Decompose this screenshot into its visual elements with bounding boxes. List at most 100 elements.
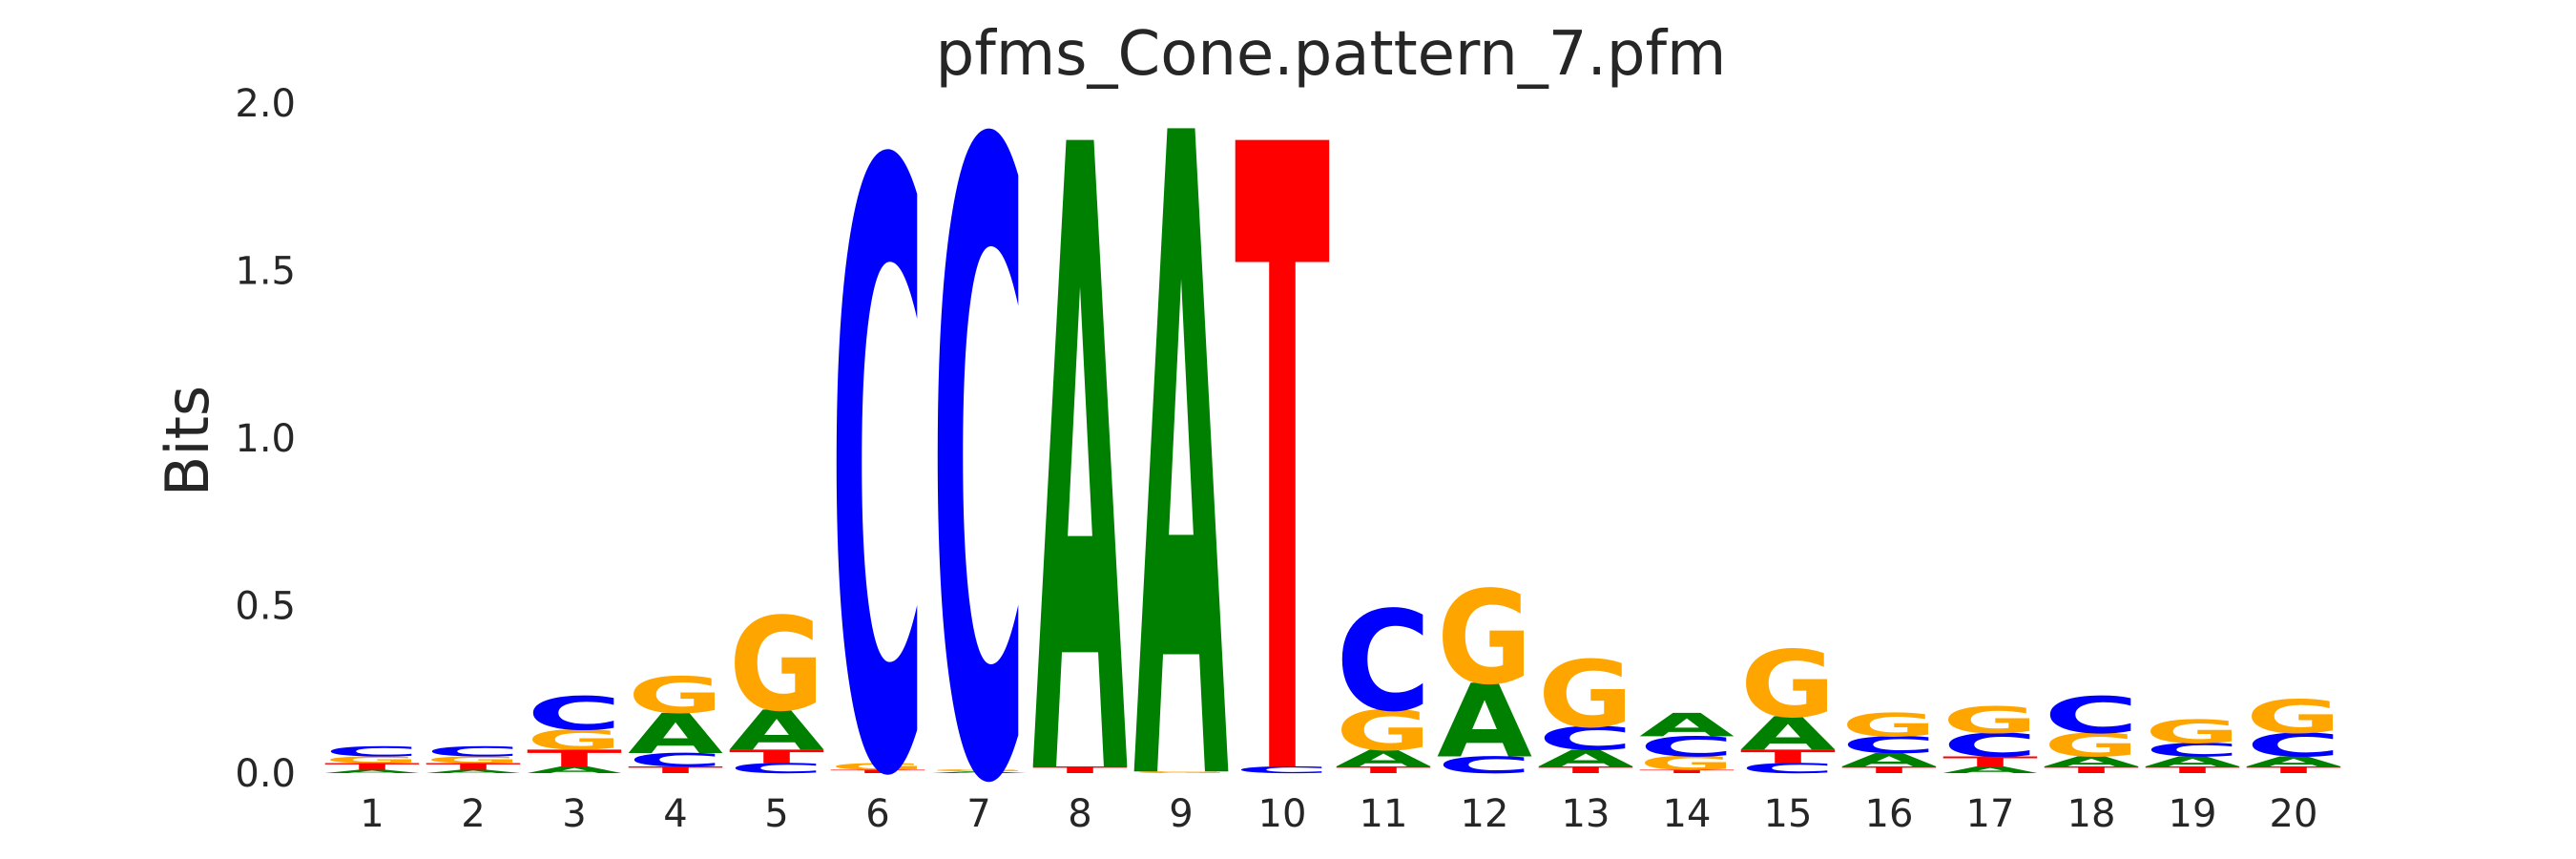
logo-letter-t: T xyxy=(426,762,521,772)
logo-letter-a: A xyxy=(1740,707,1836,761)
logo-letter-a: A xyxy=(1639,706,1735,744)
y-tick-label: 1.5 xyxy=(235,250,296,294)
logo-letter-g: G xyxy=(1336,700,1431,764)
logo-letter-c: C xyxy=(1437,752,1532,779)
logo-letter-g: G xyxy=(2044,727,2139,765)
logo-letter-a: A xyxy=(1942,765,2038,775)
logo-letter-c: C xyxy=(426,744,521,760)
y-tick-label: 0.0 xyxy=(235,752,296,796)
logo-letter-t: T xyxy=(2145,765,2240,775)
x-tick-label: 7 xyxy=(966,792,990,836)
x-tick-label: 1 xyxy=(360,792,384,836)
logo-letter-t: T xyxy=(1639,769,1735,775)
logo-letter-g: G xyxy=(1942,699,2038,742)
logo-letter-c: C xyxy=(1639,731,1735,763)
logo-letter-c: C xyxy=(931,0,1027,859)
logo-letter-g: G xyxy=(628,666,723,724)
logo-letter-t: T xyxy=(2044,765,2139,775)
logo-letter-a: A xyxy=(628,702,723,766)
logo-letter-t: T xyxy=(729,746,824,767)
y-tick-label: 1.0 xyxy=(235,417,296,461)
logo-letter-c: C xyxy=(1538,721,1633,758)
logo-letter-g: G xyxy=(1538,640,1633,747)
logo-letter-c: C xyxy=(628,749,723,770)
x-tick-label: 9 xyxy=(1169,792,1193,836)
logo-letter-a: A xyxy=(1538,745,1633,772)
x-tick-label: 14 xyxy=(1663,792,1712,836)
x-tick-label: 5 xyxy=(764,792,788,836)
x-tick-label: 8 xyxy=(1068,792,1091,836)
logo-letter-a: A xyxy=(1336,745,1431,772)
logo-letter-c: C xyxy=(1235,765,1330,775)
y-axis-ticks: 0.0 0.5 1.0 1.5 2.0 xyxy=(235,82,296,796)
logo-letter-g: G xyxy=(1437,564,1532,713)
logo-letter-t: T xyxy=(527,745,622,772)
logo-letter-g: G xyxy=(1639,753,1735,775)
logo-letter-a: A xyxy=(2145,754,2240,770)
x-tick-label: 17 xyxy=(1966,792,2015,836)
logo-letter-g: G xyxy=(1740,631,1836,738)
x-tick-label: 4 xyxy=(663,792,687,836)
logo-letter-g: G xyxy=(1133,771,1229,774)
logo-letter-t: T xyxy=(830,769,925,775)
logo-letter-a: A xyxy=(426,769,521,775)
y-axis-label: Bits xyxy=(153,386,222,496)
x-axis-ticks: 1 2 3 4 5 6 7 8 9 10 11 12 13 14 15 16 17 18 19 20 xyxy=(360,792,2317,836)
logo-letter-a: A xyxy=(729,699,824,764)
logo-letter-a: A xyxy=(2044,754,2139,770)
logo-letter-c: C xyxy=(324,744,420,760)
x-tick-label: 19 xyxy=(2169,792,2217,836)
logo-letter-t: T xyxy=(1841,765,1937,775)
logo-letter-g: G xyxy=(1841,706,1937,744)
logo-letter-a: A xyxy=(931,771,1027,774)
logo-letter-a: A xyxy=(1032,0,1129,859)
logo-letter-c: C xyxy=(729,761,824,777)
x-tick-label: 6 xyxy=(865,792,889,836)
logo-letter-t: T xyxy=(1235,0,1331,859)
logo-letter-c: C xyxy=(830,0,925,859)
logo-letter-a: A xyxy=(1437,662,1532,781)
logo-letter-g: G xyxy=(324,755,420,765)
logo-letter-t: T xyxy=(628,765,723,775)
y-tick-label: 2.0 xyxy=(235,82,296,126)
logo-letter-c: C xyxy=(527,687,622,741)
logo-letter-g: G xyxy=(729,591,824,740)
x-tick-label: 3 xyxy=(562,792,586,836)
logo-letter-c: C xyxy=(2145,740,2240,761)
x-tick-label: 10 xyxy=(1258,792,1307,836)
logo-letter-c: C xyxy=(2044,686,2139,744)
logo-letter-a: A xyxy=(2246,754,2341,770)
logo-letter-t: T xyxy=(1538,765,1633,775)
logo-letter-g: G xyxy=(426,755,521,765)
logo-letter-t: T xyxy=(1032,765,1128,775)
logo-letter-c: C xyxy=(2246,727,2341,765)
logo-letter-a: A xyxy=(1841,749,1938,771)
logo-letter-g: G xyxy=(830,762,925,772)
logo-letter-t: T xyxy=(1942,754,2038,770)
logo-letter-t: T xyxy=(324,762,420,772)
logo-letter-t: T xyxy=(1740,746,1836,767)
y-tick-label: 0.5 xyxy=(235,585,296,629)
x-tick-label: 20 xyxy=(2270,792,2318,836)
logo-letter-c: C xyxy=(1336,583,1431,744)
x-tick-label: 12 xyxy=(1461,792,1509,836)
chart-title: pfms_Cone.pattern_7.pfm xyxy=(936,19,1727,90)
logo-letter-g: G xyxy=(2246,690,2341,744)
logo-letter-a: A xyxy=(1133,0,1230,859)
x-tick-label: 2 xyxy=(461,792,485,836)
x-tick-label: 11 xyxy=(1360,792,1408,836)
logo-letter-t: T xyxy=(2246,765,2341,775)
logo-letter-g: G xyxy=(931,769,1027,772)
logo-letter-g: G xyxy=(2145,713,2240,750)
logo-letter-g: G xyxy=(527,724,622,757)
logo-letter-a: A xyxy=(324,769,420,775)
x-tick-label: 13 xyxy=(1562,792,1610,836)
logo-letter-a: A xyxy=(527,765,622,775)
logo-letter-c: C xyxy=(1841,732,1937,759)
logo-letter-c: C xyxy=(1942,727,2038,765)
logo-letter-t: T xyxy=(1336,765,1431,775)
logo-letter-c: C xyxy=(1740,761,1836,777)
x-tick-label: 16 xyxy=(1865,792,1914,836)
